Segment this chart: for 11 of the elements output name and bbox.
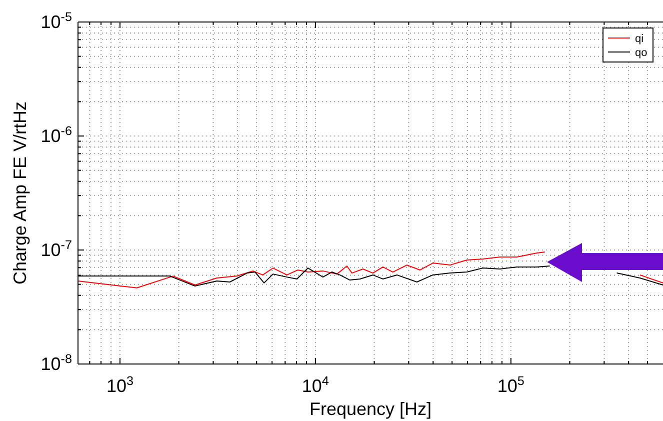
x-tick-label: 10$^{3}$: [106, 374, 134, 396]
x-tick-label: 10$^{4}$: [302, 374, 329, 396]
y-tick-label: 10$^{-5}$: [40, 10, 72, 32]
y-tick-label: 10$^{-6}$: [40, 124, 72, 146]
x-axis-title: Frequency [Hz]: [309, 399, 432, 419]
legend-label: qo: [635, 47, 648, 59]
y-tick-label: 10$^{-8}$: [40, 352, 72, 374]
legend-label: qi: [635, 33, 644, 45]
y-tick-label: 10$^{-7}$: [40, 238, 72, 260]
y-axis-title: Charge Amp FE V/rtHz: [10, 101, 30, 285]
x-tick-label: 10$^{5}$: [497, 374, 524, 396]
